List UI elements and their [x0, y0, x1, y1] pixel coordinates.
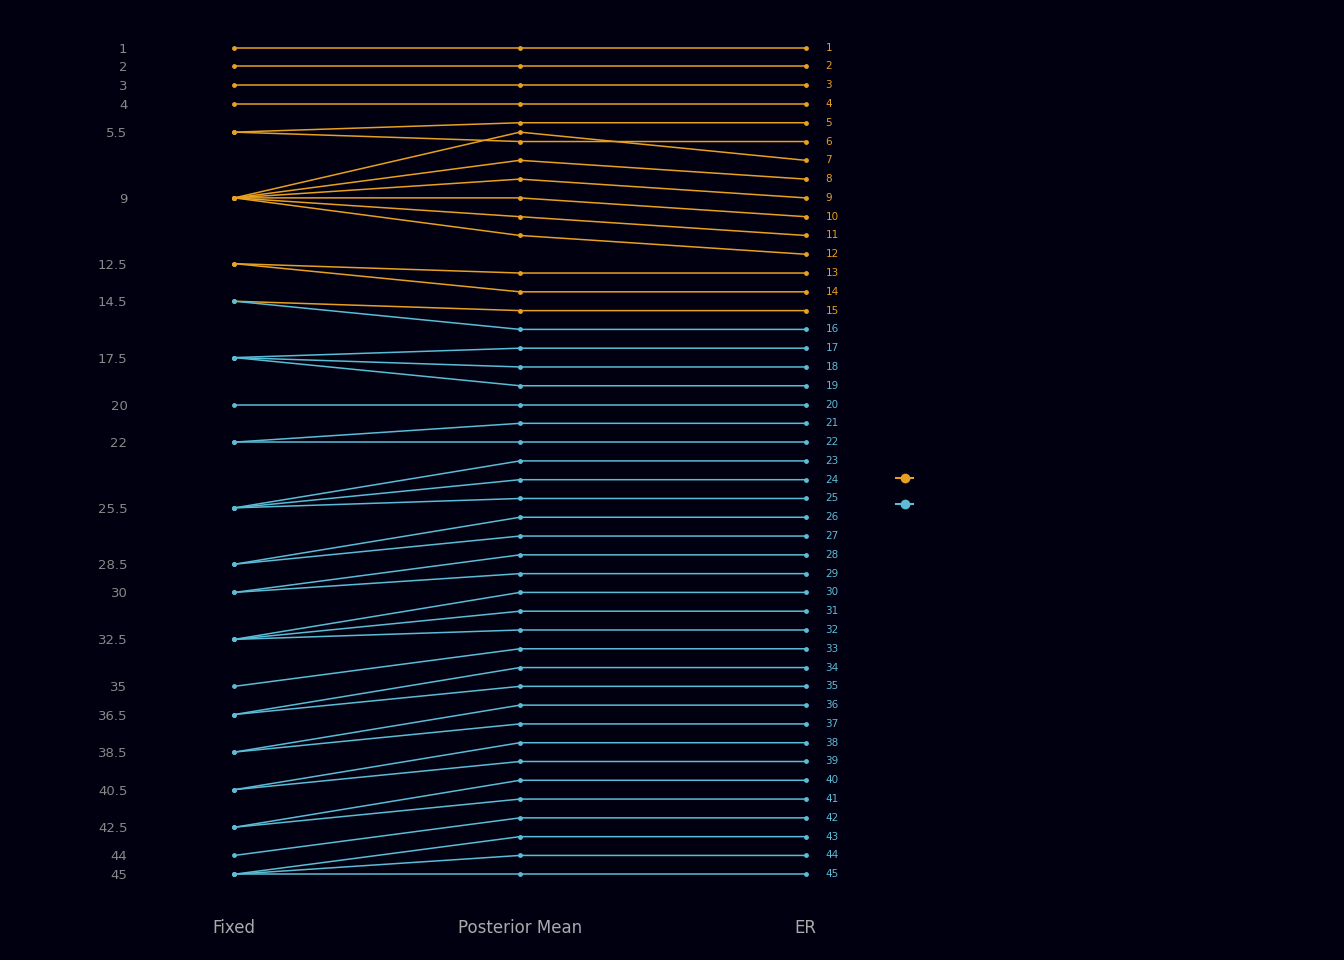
Text: 3: 3	[825, 81, 832, 90]
Text: 20: 20	[825, 399, 839, 410]
Text: 8: 8	[825, 174, 832, 184]
Text: 24: 24	[825, 474, 839, 485]
Text: 43: 43	[825, 831, 839, 842]
Text: 10: 10	[825, 211, 839, 222]
Text: 34: 34	[825, 662, 839, 673]
Text: 31: 31	[825, 606, 839, 616]
Text: 1: 1	[825, 42, 832, 53]
Text: 12: 12	[825, 250, 839, 259]
Text: 17: 17	[825, 343, 839, 353]
Text: 41: 41	[825, 794, 839, 804]
Text: 19: 19	[825, 381, 839, 391]
Text: 22: 22	[825, 437, 839, 447]
Text: 5: 5	[825, 118, 832, 128]
Text: 36: 36	[825, 700, 839, 710]
Text: 2: 2	[825, 61, 832, 71]
Text: 44: 44	[825, 851, 839, 860]
Text: 32: 32	[825, 625, 839, 635]
Text: 11: 11	[825, 230, 839, 240]
Text: 39: 39	[825, 756, 839, 766]
Text: 35: 35	[825, 682, 839, 691]
Text: 16: 16	[825, 324, 839, 334]
Text: 25: 25	[825, 493, 839, 503]
Text: 28: 28	[825, 550, 839, 560]
Text: 18: 18	[825, 362, 839, 372]
Text: 33: 33	[825, 644, 839, 654]
Text: 9: 9	[825, 193, 832, 203]
Text: 21: 21	[825, 419, 839, 428]
Text: 30: 30	[825, 588, 839, 597]
Text: 42: 42	[825, 813, 839, 823]
Text: 23: 23	[825, 456, 839, 466]
Text: 37: 37	[825, 719, 839, 729]
Legend: , : ,	[891, 467, 923, 516]
Text: 40: 40	[825, 776, 839, 785]
Text: 45: 45	[825, 869, 839, 879]
Text: 38: 38	[825, 737, 839, 748]
Text: 4: 4	[825, 99, 832, 108]
Text: 27: 27	[825, 531, 839, 541]
Text: 26: 26	[825, 513, 839, 522]
Text: 15: 15	[825, 305, 839, 316]
Text: 6: 6	[825, 136, 832, 147]
Text: 29: 29	[825, 568, 839, 579]
Text: 14: 14	[825, 287, 839, 297]
Text: 7: 7	[825, 156, 832, 165]
Text: 13: 13	[825, 268, 839, 278]
